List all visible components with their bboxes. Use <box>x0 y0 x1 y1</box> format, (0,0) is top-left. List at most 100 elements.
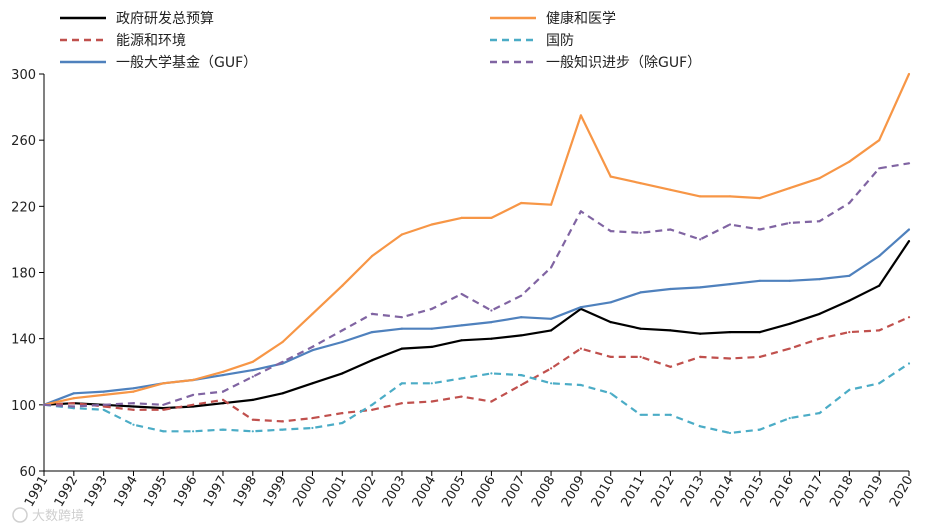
y-tick-label: 100 <box>11 399 36 414</box>
series-2-point <box>758 279 762 282</box>
series-0-point <box>281 392 284 395</box>
series-4-point <box>788 417 791 420</box>
series-line-3 <box>43 73 911 406</box>
series-2-point <box>699 286 702 289</box>
series-1-point <box>371 408 374 411</box>
series-1-point <box>818 337 821 340</box>
series-5-point <box>788 221 791 224</box>
series-4-point <box>132 423 135 426</box>
series-2-point <box>251 369 254 372</box>
series-5-point <box>311 345 314 348</box>
x-tick-label: 2019 <box>857 474 887 510</box>
series-5-point <box>550 266 553 269</box>
x-tick-label: 2016 <box>768 474 798 510</box>
x-tick-label: 2005 <box>440 474 470 510</box>
series-3-point <box>132 390 135 393</box>
series-2-point <box>788 279 791 282</box>
series-4-point <box>550 382 553 385</box>
series-0-point <box>848 299 851 302</box>
series-4-point <box>728 431 732 435</box>
series-1-point <box>430 400 433 403</box>
series-1-point <box>281 420 284 423</box>
legend-label: 国防 <box>546 33 574 49</box>
series-1-point <box>669 365 672 368</box>
series-0-point <box>609 321 612 324</box>
y-axis: 60 100 140 180 220 260 300 <box>11 68 45 480</box>
x-tick-label: 2017 <box>797 474 827 510</box>
series-5-point <box>699 238 702 241</box>
x-tick-label: 2011 <box>618 474 648 510</box>
series-2-point <box>579 306 583 309</box>
series-3-point <box>371 254 374 258</box>
series-0-point <box>699 332 702 335</box>
series-4-point <box>221 428 225 431</box>
series-2-point <box>728 283 732 286</box>
series-line-1 <box>43 316 910 423</box>
series-2-point <box>848 274 851 277</box>
x-tick-label: 1996 <box>171 474 201 510</box>
series-layer <box>42 72 911 435</box>
series-4-point <box>639 413 642 416</box>
x-tick-label: 2003 <box>380 474 410 510</box>
series-2-point <box>400 327 403 330</box>
series-4-point <box>102 408 105 411</box>
series-2-point <box>669 287 672 291</box>
series-0-point <box>520 334 523 337</box>
series-0-point <box>490 337 493 340</box>
series-2-point <box>221 374 225 377</box>
series-1-point <box>758 355 762 358</box>
x-tick-label: 2000 <box>290 474 320 510</box>
series-4-point <box>848 388 851 391</box>
series-0-point <box>728 331 732 334</box>
series-1-point <box>609 355 612 358</box>
series-3-point <box>460 216 463 219</box>
series-5-point <box>579 210 583 213</box>
series-5-point <box>818 220 821 223</box>
x-tick-label: 1993 <box>82 474 112 510</box>
watermark: 大数跨境 <box>12 507 84 524</box>
series-5-point <box>162 403 165 406</box>
series-2-point <box>371 331 374 334</box>
series-3-point <box>520 201 523 205</box>
series-3-point <box>609 175 612 178</box>
series-4-point <box>609 392 612 395</box>
series-5-point <box>400 316 403 319</box>
series-2-point <box>72 392 75 395</box>
x-tick-label: 2015 <box>738 474 768 510</box>
series-0-point <box>758 331 762 334</box>
series-0-point <box>430 345 433 348</box>
y-tick-label: 140 <box>11 333 36 348</box>
series-3-point <box>102 393 105 396</box>
series-4-point <box>400 382 403 385</box>
series-4-point <box>878 382 881 385</box>
series-4-point <box>251 430 254 433</box>
series-4-point <box>818 412 821 415</box>
x-tick-label: 1992 <box>52 474 82 510</box>
x-tick-label: 2009 <box>559 474 589 510</box>
series-2-point <box>132 387 135 390</box>
series-5-point <box>281 360 284 363</box>
x-tick-label: 1994 <box>111 474 141 510</box>
y-tick-label: 300 <box>11 68 36 83</box>
series-2-point <box>609 301 612 304</box>
series-1-point <box>132 408 135 411</box>
series-1-point <box>699 355 702 358</box>
series-1-point <box>251 418 254 421</box>
series-1-point <box>878 329 881 332</box>
series-5-point <box>490 309 493 312</box>
series-5-point <box>878 167 881 170</box>
series-3-point <box>251 360 254 363</box>
series-2-point <box>311 349 314 352</box>
series-5-point <box>907 162 911 165</box>
series-2-point <box>102 390 105 393</box>
series-5-point <box>639 231 642 234</box>
series-line-0 <box>43 240 910 410</box>
series-1-point <box>550 367 553 370</box>
series-2-point <box>460 324 463 327</box>
series-3-point <box>341 284 344 287</box>
series-5-point <box>132 402 135 405</box>
series-4-point <box>758 428 762 431</box>
series-1-point <box>907 316 911 319</box>
series-3-point <box>490 216 493 219</box>
